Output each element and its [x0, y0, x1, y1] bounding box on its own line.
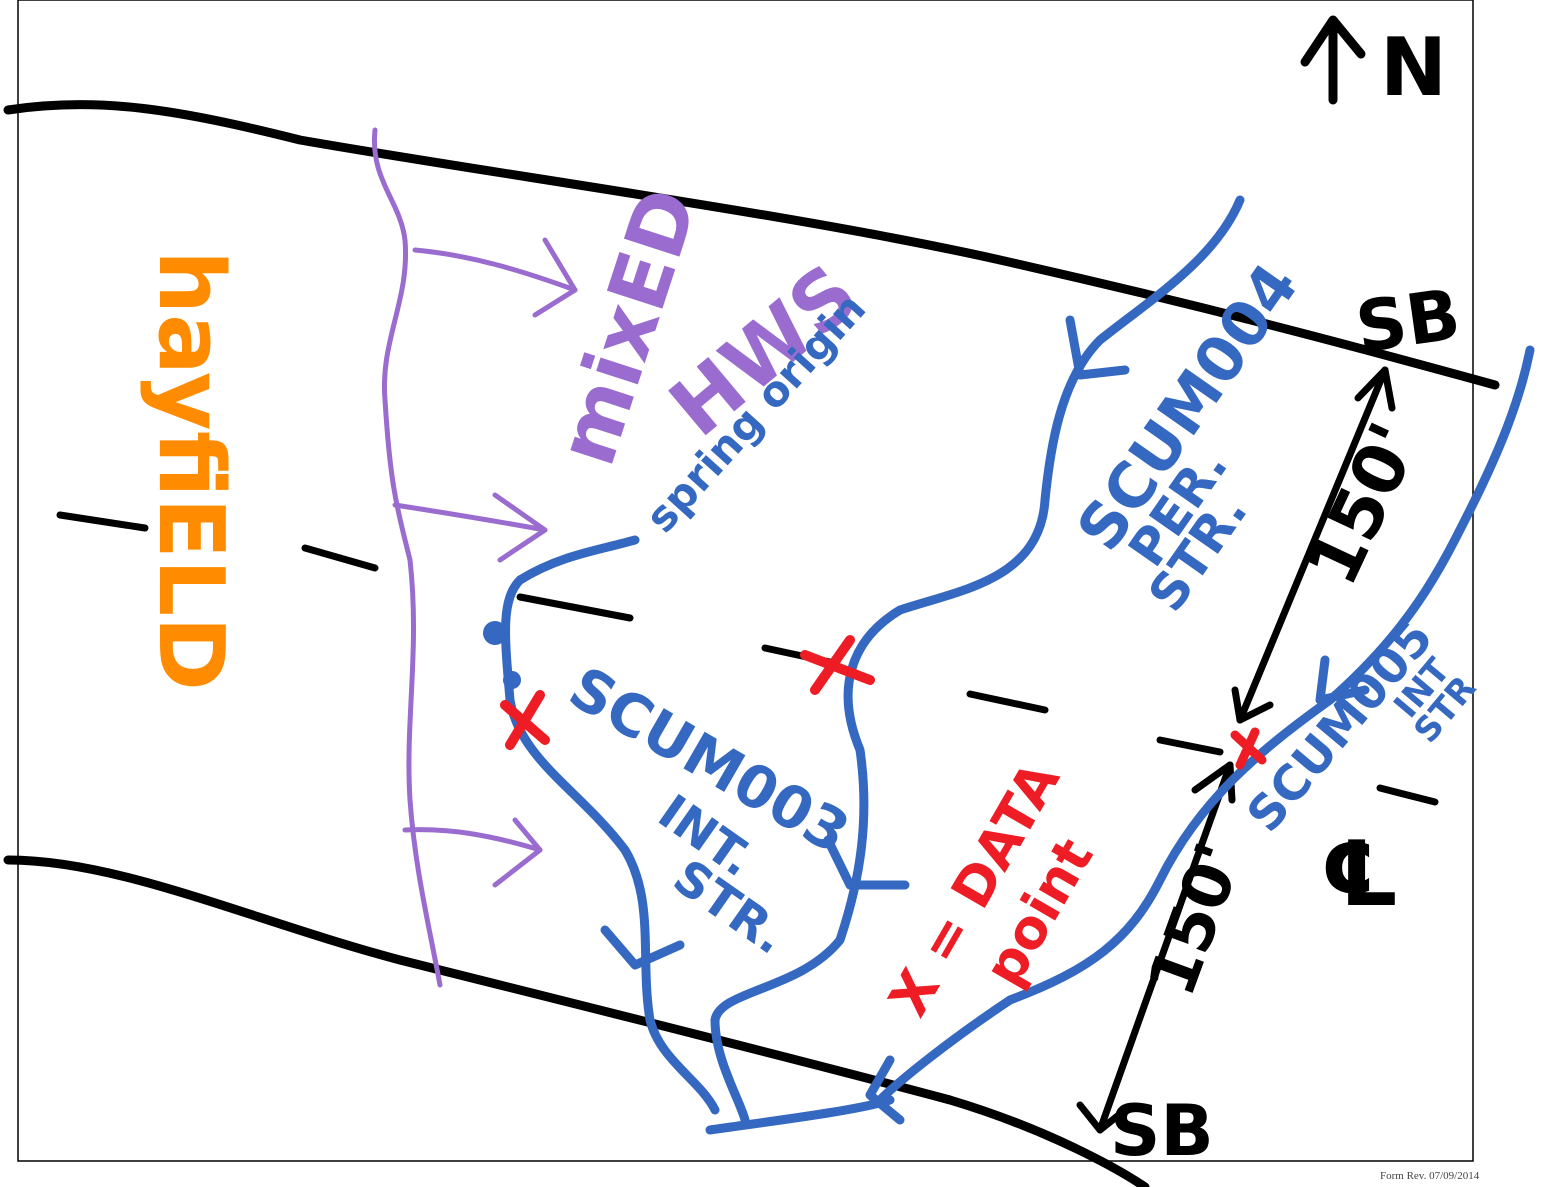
data-point-x-1: [500, 690, 550, 750]
data-point-x-2: [800, 635, 875, 695]
stream-scum003: [501, 535, 720, 1115]
hayfield-label: hayfiELD: [138, 250, 243, 691]
centerline-symbol: ℄: [1320, 822, 1401, 927]
stream-scum005: [865, 345, 1535, 1125]
road-edge-south: [3, 855, 1150, 1187]
road-centerline: [56, 511, 1439, 806]
map-frame: [17, 0, 1474, 1162]
road-edge-north: [3, 100, 1500, 390]
north-arrow-icon: [1300, 15, 1366, 105]
north-label: N: [1380, 21, 1447, 114]
form-revision-footer: Form Rev. 07/09/2014: [1380, 1170, 1480, 1182]
distance-top-label: 150': [1291, 411, 1436, 598]
distance-arrow-top: [1231, 366, 1396, 724]
sb-top-label: SB: [1351, 273, 1465, 369]
sb-bottom-label: SB: [1110, 1090, 1214, 1172]
data-point-x-3: [1230, 727, 1267, 770]
spring-origin-dot: [483, 621, 507, 645]
spring-origin-dot-2: [503, 671, 521, 689]
distance-bottom-label: 150': [1135, 834, 1259, 1006]
distance-arrow-bottom: [1076, 761, 1236, 1134]
hayfield-boundary: [371, 127, 578, 988]
mixed-label: mixED: [540, 178, 716, 476]
